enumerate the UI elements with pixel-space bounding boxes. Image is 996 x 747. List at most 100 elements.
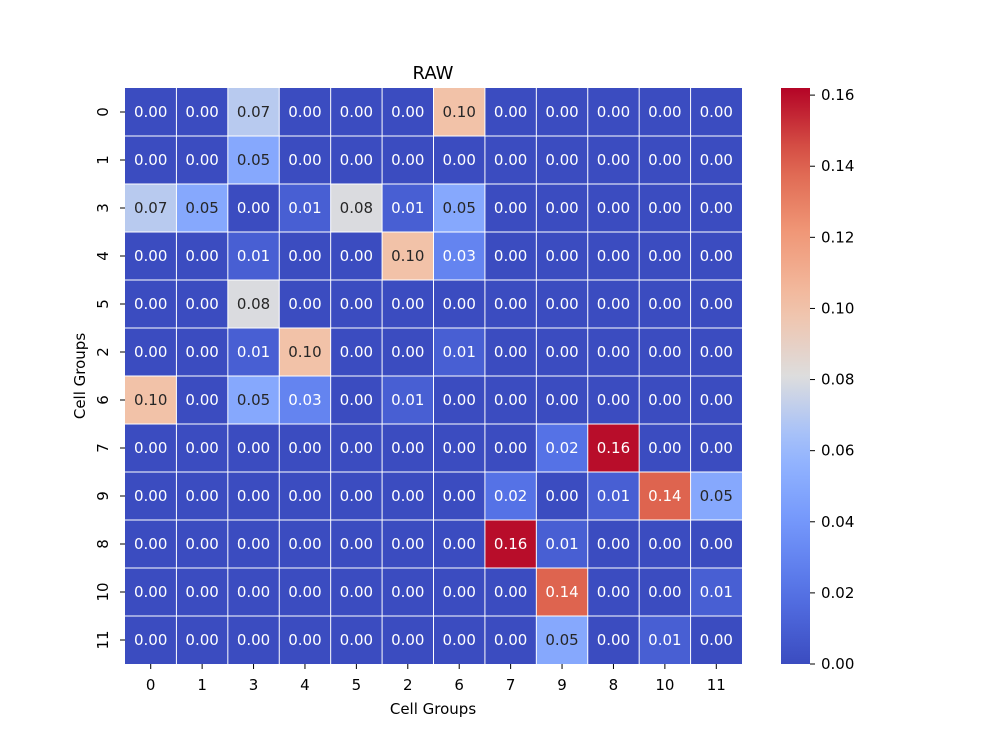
cell-value-label: 0.00 xyxy=(288,103,321,121)
cell-value-label: 0.00 xyxy=(443,439,476,457)
heatmap-cell xyxy=(587,88,640,136)
cell-value-label: 0.00 xyxy=(185,247,218,265)
heatmap-cell xyxy=(690,328,742,376)
x-tick-label: 8 xyxy=(609,676,619,694)
heatmap-cell xyxy=(330,424,383,472)
heatmap-cell xyxy=(227,184,280,232)
colorbar-tick-label: 0.12 xyxy=(821,228,854,246)
cell-value-label: 0.00 xyxy=(288,295,321,313)
cell-value-label: 0.00 xyxy=(134,103,167,121)
cell-value-label: 0.00 xyxy=(494,439,527,457)
heatmap-cell xyxy=(484,232,537,280)
heatmap-cell xyxy=(536,520,588,568)
cell-value-label: 0.00 xyxy=(700,391,733,409)
heatmap-cell xyxy=(639,280,691,328)
cell-value-label: 0.00 xyxy=(494,295,527,313)
cell-value-label: 0.01 xyxy=(288,199,321,217)
heatmap-cell xyxy=(125,616,177,664)
heatmap-cell xyxy=(227,472,280,520)
y-tick-label: 4 xyxy=(94,251,112,261)
heatmap-cell xyxy=(433,136,485,184)
heatmap-cell xyxy=(176,136,228,184)
heatmap-cell xyxy=(536,328,588,376)
cell-value-label: 0.00 xyxy=(545,151,578,169)
cell-value-label: 0.05 xyxy=(185,199,218,217)
heatmap-cell xyxy=(279,424,331,472)
x-tick-label: 7 xyxy=(506,676,516,694)
x-tick-label: 3 xyxy=(249,676,259,694)
cell-value-label: 0.00 xyxy=(700,295,733,313)
heatmap-cell xyxy=(125,88,177,136)
heatmap-cell xyxy=(176,568,228,616)
cell-value-label: 0.00 xyxy=(494,103,527,121)
heatmap-cell xyxy=(433,616,485,664)
heatmap-cell xyxy=(587,136,640,184)
heatmap-cell xyxy=(227,232,280,280)
heatmap-cell xyxy=(484,376,537,424)
heatmap-cell xyxy=(587,472,640,520)
cell-value-label: 0.00 xyxy=(340,247,373,265)
chart-title: RAW xyxy=(413,63,454,84)
cell-value-label: 0.16 xyxy=(597,439,630,457)
heatmap-cell xyxy=(690,280,742,328)
cell-value-label: 0.00 xyxy=(545,391,578,409)
cell-value-label: 0.00 xyxy=(134,439,167,457)
cell-value-label: 0.00 xyxy=(237,439,270,457)
heatmap-cell xyxy=(330,88,383,136)
cell-value-label: 0.00 xyxy=(134,295,167,313)
y-axis-ticks: 0 1 3 4 5 2 6 7 9 8 10 11 xyxy=(94,107,125,650)
y-axis-label: Cell Groups xyxy=(71,333,89,419)
x-tick-label: 2 xyxy=(403,676,413,694)
cell-value-label: 0.00 xyxy=(597,199,630,217)
cell-value-label: 0.00 xyxy=(391,535,424,553)
colorbar-tick-label: 0.02 xyxy=(821,584,854,602)
cell-value-label: 0.00 xyxy=(494,151,527,169)
heatmap-cell xyxy=(330,136,383,184)
heatmap-cell xyxy=(382,424,434,472)
cell-value-label: 0.00 xyxy=(340,391,373,409)
heatmap-cell xyxy=(690,184,742,232)
cell-value-label: 0.00 xyxy=(185,535,218,553)
x-tick-label: 10 xyxy=(655,676,674,694)
cell-value-label: 0.00 xyxy=(494,247,527,265)
cell-value-label: 0.10 xyxy=(391,247,424,265)
heatmap-cell xyxy=(433,232,485,280)
y-tick-label: 5 xyxy=(94,299,112,309)
heatmap-cell xyxy=(382,616,434,664)
colorbar-tick-label: 0.10 xyxy=(821,299,854,317)
heatmap-cell xyxy=(587,232,640,280)
heatmap-cell xyxy=(125,184,177,232)
cell-value-label: 0.14 xyxy=(648,487,681,505)
heatmap-cell xyxy=(227,280,280,328)
cell-value-label: 0.00 xyxy=(700,439,733,457)
cell-value-label: 0.00 xyxy=(391,295,424,313)
heatmap-cell xyxy=(484,472,537,520)
heatmap-cell xyxy=(227,616,280,664)
cell-value-label: 0.00 xyxy=(494,631,527,649)
cell-value-label: 0.00 xyxy=(648,535,681,553)
cell-value-label: 0.00 xyxy=(700,151,733,169)
cell-value-label: 0.01 xyxy=(700,583,733,601)
cell-value-label: 0.00 xyxy=(597,535,630,553)
cell-value-label: 0.00 xyxy=(185,151,218,169)
y-tick-label: 10 xyxy=(94,582,112,601)
cell-value-label: 0.00 xyxy=(545,487,578,505)
heatmap-cell xyxy=(176,328,228,376)
heatmap-cell xyxy=(382,280,434,328)
heatmap-cell xyxy=(176,616,228,664)
heatmap-cell xyxy=(125,520,177,568)
cell-value-label: 0.00 xyxy=(443,535,476,553)
cell-value-label: 0.03 xyxy=(288,391,321,409)
heatmap-cell xyxy=(639,328,691,376)
heatmap-cell xyxy=(587,328,640,376)
heatmap-cell xyxy=(690,88,742,136)
heatmap-cell xyxy=(587,520,640,568)
heatmap-cell xyxy=(382,520,434,568)
cell-value-label: 0.00 xyxy=(237,535,270,553)
cell-value-label: 0.00 xyxy=(545,295,578,313)
cell-value-label: 0.00 xyxy=(545,103,578,121)
heatmap-cell xyxy=(125,328,177,376)
cell-value-label: 0.00 xyxy=(597,391,630,409)
cell-value-label: 0.00 xyxy=(648,583,681,601)
x-tick-label: 6 xyxy=(454,676,464,694)
